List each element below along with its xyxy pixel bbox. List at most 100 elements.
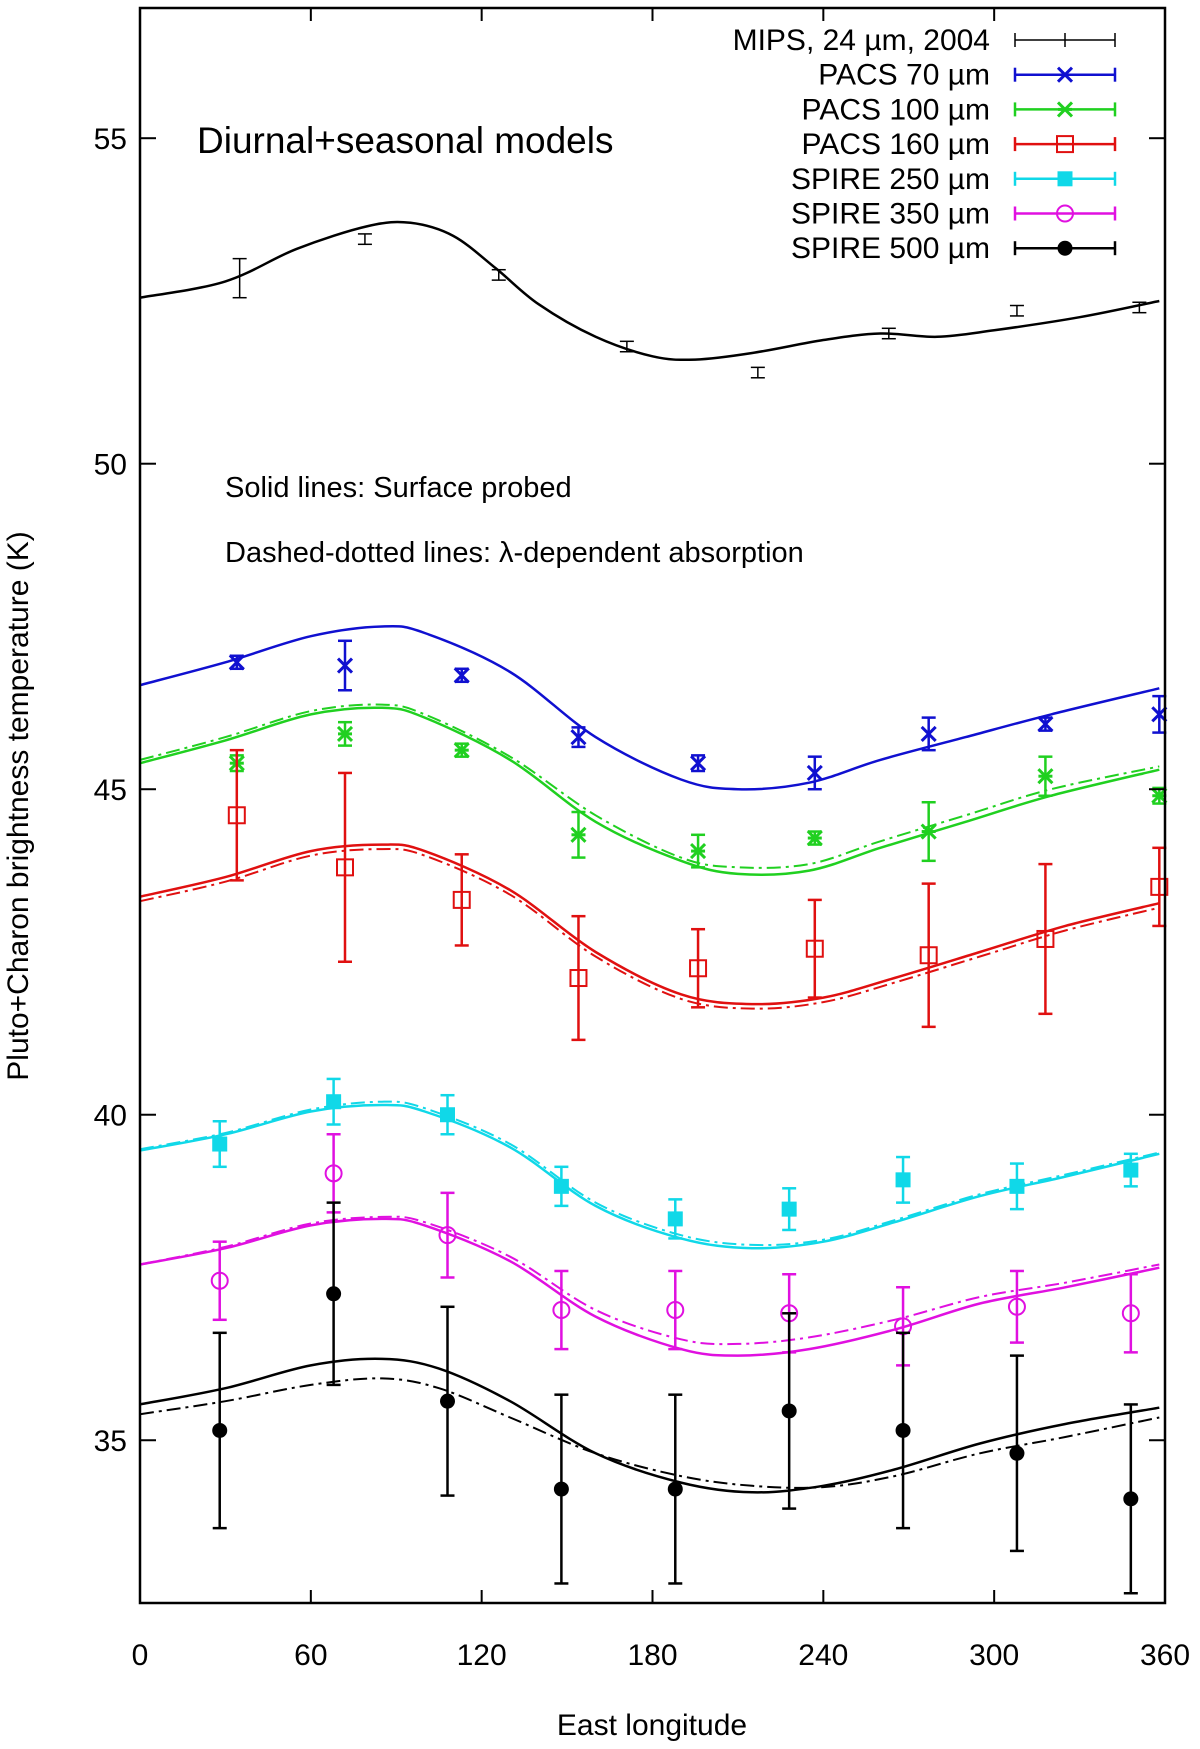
data-point (438, 1226, 457, 1245)
legend-entry: SPIRE 350 µm (791, 198, 1117, 231)
data-point (570, 826, 587, 843)
axes: 0 60 120 180 240 300 360 35 40 45 50 55 (94, 8, 1190, 1672)
data-point (212, 1136, 228, 1152)
data-point (212, 1422, 228, 1438)
y-tick-label: 50 (94, 449, 127, 482)
model-line-dashdot (139, 1215, 1160, 1346)
error-bar (571, 914, 586, 1042)
error-bar (1123, 1272, 1138, 1354)
data-point (440, 1393, 455, 1409)
y-tick-label: 35 (94, 1425, 127, 1458)
data-point (1007, 1297, 1026, 1316)
model-line-dashdot (139, 1100, 1160, 1247)
data-point (569, 969, 588, 988)
data-point (210, 1271, 229, 1290)
error-bar (554, 1269, 569, 1351)
data-point (453, 742, 470, 759)
data-point (453, 667, 470, 684)
series-6 (139, 1201, 1160, 1595)
model-line-solid (139, 220, 1160, 362)
error-bar (807, 898, 822, 999)
data-point (667, 1211, 683, 1227)
data-point (228, 654, 245, 671)
data-point (1123, 1162, 1139, 1178)
legend-marker (1057, 171, 1073, 187)
error-bar (881, 327, 896, 340)
legend-label: MIPS, 24 µm, 2004 (733, 24, 990, 57)
y-tick-label: 45 (94, 774, 127, 807)
data-point (781, 1403, 797, 1419)
data-point (689, 755, 707, 772)
data-point (920, 823, 937, 840)
model-line-solid (139, 624, 1160, 791)
series-1 (139, 624, 1168, 791)
data-point (326, 1286, 342, 1302)
error-bar (691, 927, 706, 1009)
data-point (806, 829, 823, 847)
x-tick-label: 300 (969, 1639, 1019, 1672)
data-point (324, 1164, 343, 1183)
data-point (553, 1481, 569, 1497)
plot-area (139, 220, 1169, 1595)
data-point (689, 843, 707, 860)
data-point (1150, 877, 1169, 896)
x-tick-label: 240 (798, 1639, 848, 1672)
data-point (1037, 768, 1054, 785)
legend-label: SPIRE 500 µm (791, 232, 990, 265)
legend-entry: SPIRE 500 µm (791, 232, 1117, 265)
annotation-title: Diurnal+seasonal models (197, 120, 614, 161)
series-0 (139, 220, 1160, 379)
series-4 (139, 1077, 1160, 1250)
data-point (336, 725, 354, 742)
series-3 (139, 748, 1169, 1042)
data-point (805, 939, 824, 958)
model-line-solid (139, 843, 1160, 1006)
x-tick-label: 60 (294, 1639, 327, 1672)
data-point (440, 1107, 455, 1123)
annotation-solid-lines: Solid lines: Surface probed (225, 472, 572, 504)
data-point (1037, 716, 1054, 733)
y-tick-label: 40 (94, 1100, 127, 1133)
error-bar (1038, 862, 1053, 1016)
model-line-solid (139, 1217, 1160, 1357)
error-bar (1009, 1269, 1024, 1344)
x-tick-label: 360 (1140, 1639, 1190, 1672)
y-axis-label: Pluto+Charon brightness temperature (K) (2, 531, 35, 1080)
legend-label: PACS 160 µm (802, 128, 990, 161)
y-tick-label: 55 (94, 123, 127, 156)
legend-entry: MIPS, 24 µm, 2004 (733, 24, 1116, 57)
data-point (919, 946, 938, 965)
error-bar (1009, 304, 1024, 317)
data-point (336, 657, 354, 674)
legend-label: PACS 100 µm (802, 93, 990, 126)
legend-entry: PACS 100 µm (802, 93, 1117, 126)
x-tick-label: 0 (132, 1639, 149, 1672)
data-point (552, 1301, 571, 1320)
legend-marker (1056, 135, 1074, 154)
legend-entry: PACS 70 µm (818, 59, 1117, 92)
data-point (689, 959, 708, 978)
model-line-dashdot (139, 1377, 1160, 1489)
data-point (227, 806, 246, 825)
data-point (666, 1301, 685, 1320)
legend-marker (1057, 240, 1073, 256)
error-bar (454, 853, 469, 947)
error-bar (668, 1269, 683, 1351)
data-point (895, 1422, 911, 1438)
error-bar (357, 233, 372, 246)
error-bar (619, 340, 634, 353)
x-tick-label: 180 (627, 1639, 677, 1672)
data-point (781, 1201, 797, 1217)
model-line-solid (139, 1357, 1160, 1494)
error-bar (229, 748, 244, 882)
x-tick-label: 120 (457, 1639, 507, 1672)
data-point (1121, 1304, 1140, 1323)
legend-marker (1056, 204, 1074, 223)
data-point (1123, 1491, 1139, 1507)
legend-label: PACS 70 µm (818, 59, 990, 92)
data-point (336, 858, 354, 877)
data-point (326, 1094, 342, 1110)
